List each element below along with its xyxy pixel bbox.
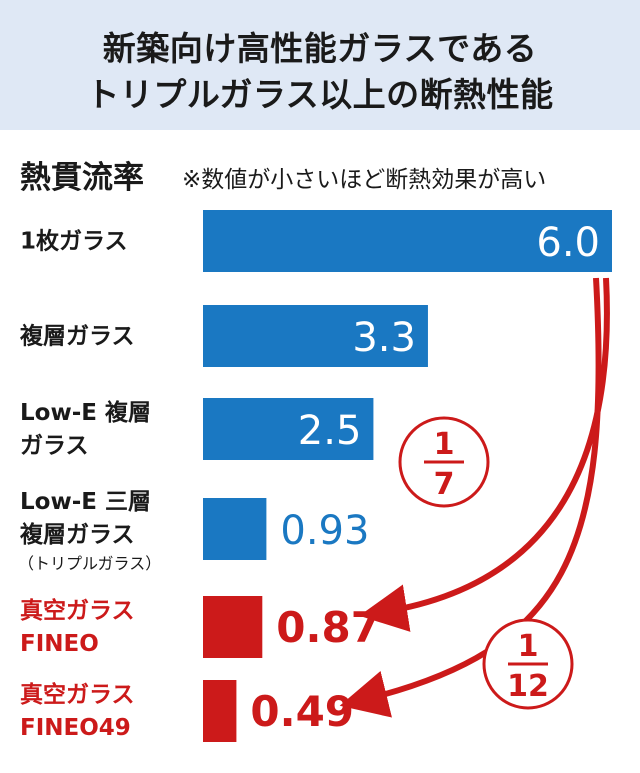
bar: [203, 305, 428, 367]
category-label: 真空ガラス: [20, 681, 135, 708]
bar: [203, 680, 237, 742]
value-label: 0.87: [276, 603, 380, 652]
bar: [203, 596, 263, 658]
ratio-numerator: 1: [518, 629, 539, 664]
bar: [203, 398, 374, 460]
section-label: 熱貫流率: [20, 160, 144, 196]
category-label: Low-E 三層: [20, 489, 151, 515]
bar: [203, 210, 612, 272]
note-text: ※数値が小さいほど断熱効果が高い: [182, 167, 547, 193]
category-label: 真空ガラス: [20, 597, 135, 624]
title-line-1: 新築向け高性能ガラスである: [102, 29, 538, 68]
ratio-numerator: 1: [434, 427, 455, 462]
value-label: 6.0: [536, 220, 600, 266]
comparison-arrow: [339, 277, 602, 718]
value-label: 0.49: [250, 687, 354, 736]
value-label: 2.5: [298, 408, 362, 454]
title-banner: 新築向け高性能ガラスである トリプルガラス以上の断熱性能: [0, 0, 640, 130]
title-line-2: トリプルガラス以上の断熱性能: [86, 75, 554, 114]
value-label: 0.93: [280, 508, 369, 554]
category-sublabel: （トリプルガラス）: [18, 554, 161, 573]
ratio-denominator: 12: [507, 669, 549, 704]
value-label: 3.3: [352, 315, 416, 361]
category-label: 1枚ガラス: [20, 228, 128, 255]
category-label: 複層ガラス: [20, 323, 135, 350]
comparison-arrow: [359, 277, 610, 632]
category-label: Low-E 複層: [20, 399, 151, 426]
category-label: FINEO: [20, 631, 99, 657]
category-label: 複層ガラス: [20, 521, 135, 548]
bar: [203, 498, 267, 560]
category-label: FINEO49: [20, 715, 131, 741]
ratio-denominator: 7: [434, 467, 455, 502]
category-label: ガラス: [20, 433, 89, 459]
